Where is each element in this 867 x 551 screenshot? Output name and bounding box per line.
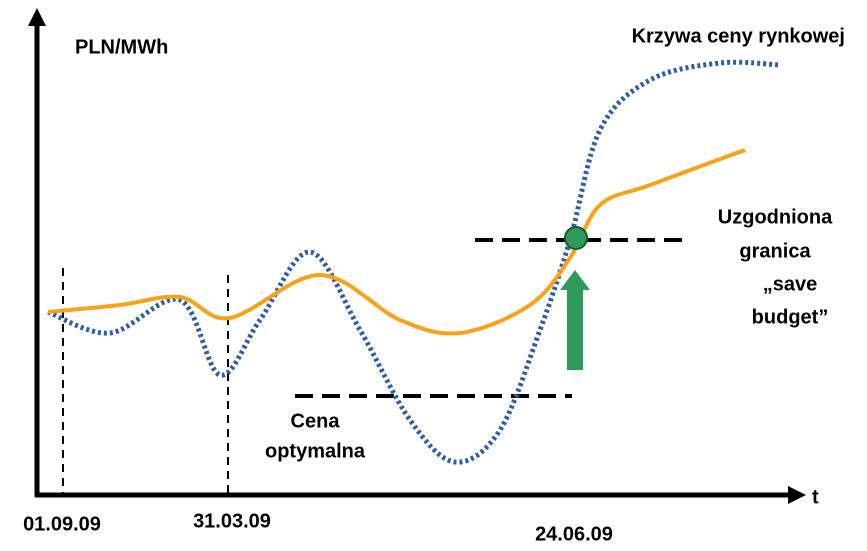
agreed-limit-label: budget” [752,306,829,328]
agreed-limit-label: „save [763,273,818,295]
x-axis-label: t [812,486,819,508]
optimal-price-label: optymalna [265,440,366,462]
x-axis-arrow [788,486,806,504]
market-price-curve [47,59,781,465]
budget-curve [47,148,746,336]
y-axis-arrow [28,8,46,26]
y-axis-label: PLN/MWh [75,36,168,58]
agreed-limit-label: Uzgodniona [718,206,833,228]
market-curve-label: Krzywa ceny rynkowej [632,25,845,47]
intersection-point [564,226,588,250]
date-label: 24.06.09 [535,523,613,545]
date-label: 31.03.09 [193,510,271,532]
agreed-limit-label: granica [739,240,811,262]
optimal-price-label: Cena [291,410,341,432]
green-arrow [560,270,590,370]
date-label: 01.09.09 [23,513,101,535]
